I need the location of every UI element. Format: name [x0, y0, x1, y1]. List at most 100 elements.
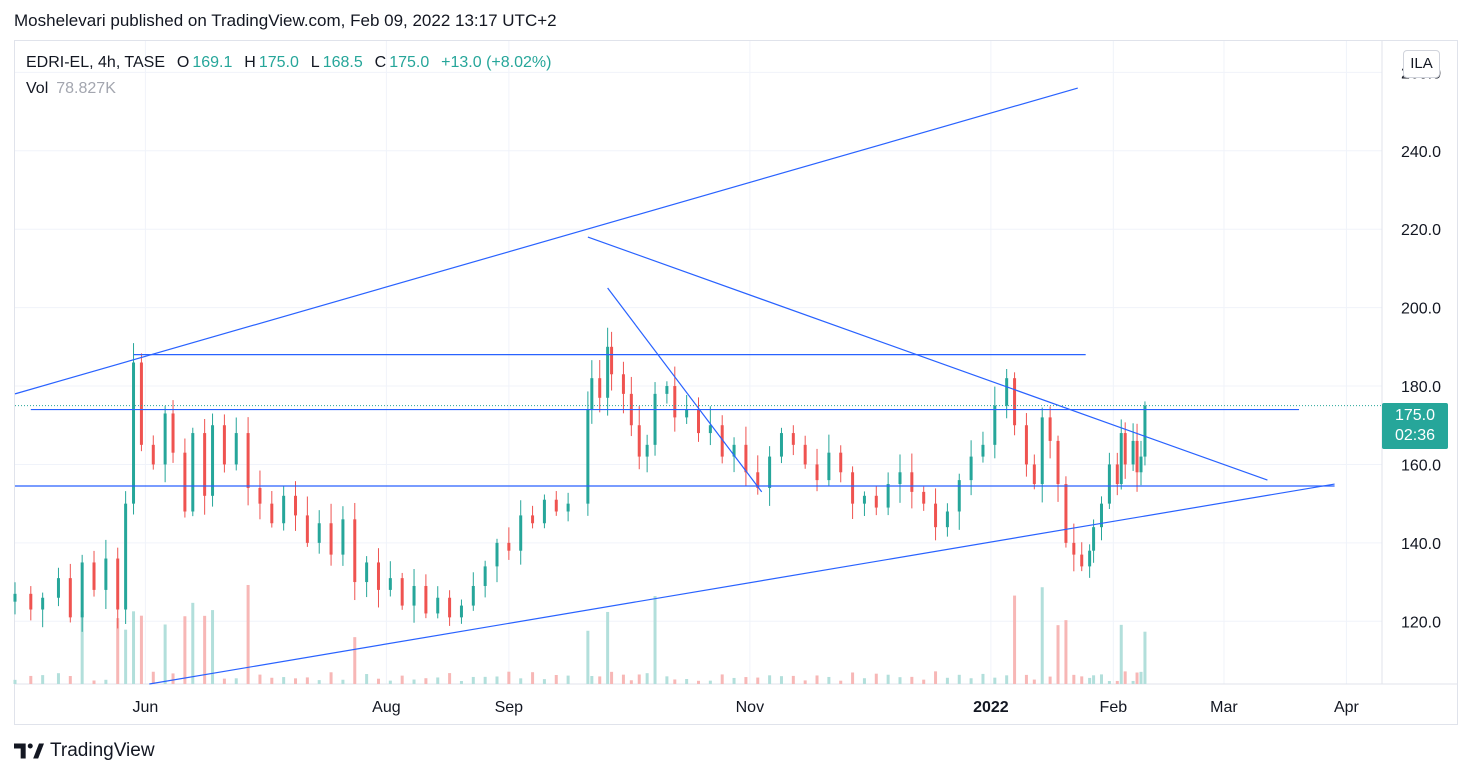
candle-body	[341, 519, 345, 555]
volume-bar	[495, 676, 499, 684]
tradingview-logo-icon	[14, 743, 44, 759]
candle-body	[969, 456, 973, 481]
footer-brand[interactable]: TradingView	[14, 738, 155, 764]
volume-bar	[1032, 679, 1036, 684]
legend-low-label: L	[310, 54, 320, 71]
volume-bar	[874, 673, 878, 684]
volume-bar	[531, 672, 535, 684]
candle-body	[732, 444, 736, 457]
x-tick-label: Apr	[1334, 699, 1360, 716]
candle-body	[436, 597, 440, 614]
candle-body	[376, 562, 380, 590]
candle-body	[56, 578, 60, 598]
candle-body	[388, 578, 392, 590]
chart-frame[interactable]	[14, 40, 1458, 725]
candle-body	[1056, 440, 1060, 485]
volume-bar	[246, 584, 250, 684]
volume-bar	[329, 672, 333, 684]
candle-body	[993, 405, 997, 445]
candle-body	[1123, 433, 1127, 465]
volume-legend: Vol 78.827K	[26, 80, 116, 98]
volume-bar	[1088, 677, 1092, 684]
candle-body	[459, 605, 463, 618]
volume-bar	[756, 677, 760, 684]
candle-body	[827, 452, 831, 481]
ohlc-legend: EDRI-EL, 4h, TASE O 169.1 H 175.0 L 168.5 C…	[26, 54, 554, 72]
candle-body	[934, 503, 938, 528]
candle-body	[839, 452, 843, 473]
candle-body	[606, 346, 610, 398]
volume-label[interactable]: Vol	[26, 80, 49, 97]
volume-bar	[697, 680, 700, 684]
candle-body	[270, 503, 274, 524]
candle-body	[1088, 550, 1092, 567]
candle-body	[305, 515, 309, 543]
volume-bar	[791, 675, 795, 684]
y-tick-label: 160.0	[1401, 457, 1441, 474]
candle-body	[258, 487, 262, 504]
volume-bar	[957, 674, 961, 684]
candle-body	[1119, 433, 1123, 485]
x-tick-label: Jun	[132, 699, 158, 716]
legend-close-value: 175.0	[389, 54, 430, 71]
volume-bar	[203, 615, 207, 684]
volume-bar	[471, 676, 475, 684]
legend-symbol[interactable]: EDRI-EL, 4h, TASE	[26, 54, 166, 71]
volume-bar	[803, 680, 807, 684]
volume-bar	[910, 676, 914, 684]
legend-high-value: 175.0	[258, 54, 299, 71]
candle-body	[124, 503, 128, 610]
currency-button[interactable]: ILA	[1403, 50, 1440, 78]
candle-body	[1135, 440, 1139, 473]
candle-body	[519, 515, 523, 551]
candle-body	[412, 585, 416, 606]
volume-bar	[554, 674, 558, 684]
candle-body	[1005, 378, 1009, 406]
y-tick-label: 200.0	[1401, 301, 1441, 318]
candle-body	[329, 523, 333, 555]
candle-body	[531, 515, 535, 524]
legend-low-value: 168.5	[322, 54, 363, 71]
volume-bar	[653, 596, 657, 684]
x-tick-label: Aug	[372, 699, 400, 716]
candle-body	[621, 374, 625, 394]
candle-body	[222, 425, 226, 465]
x-tick-label: Mar	[1210, 699, 1238, 716]
volume-bar	[1040, 587, 1044, 684]
trend-line	[14, 87, 1078, 395]
y-tick-label: 140.0	[1401, 536, 1441, 553]
volume-bar	[645, 673, 649, 684]
trend-line	[587, 236, 1268, 481]
volume-bar	[665, 676, 669, 684]
candle-body	[645, 444, 649, 457]
volume-bar	[191, 602, 195, 684]
candle-body	[1139, 456, 1143, 473]
candle-body	[29, 593, 33, 610]
volume-bar	[637, 674, 641, 684]
volume-bar	[590, 676, 594, 684]
candle-body	[653, 393, 657, 445]
volume-bar	[1139, 671, 1143, 684]
volume-bar	[80, 611, 84, 684]
x-tick-label: Sep	[495, 699, 524, 716]
candle-body	[1032, 464, 1036, 485]
publish-info: Moshelevari published on TradingView.com…	[14, 11, 557, 30]
volume-bar	[258, 674, 262, 684]
x-tick-label: Nov	[736, 699, 764, 716]
volume-bar	[1080, 676, 1084, 684]
candle-body	[779, 433, 783, 457]
volume-bar	[629, 680, 633, 684]
candle-body	[1099, 503, 1103, 528]
candle-body	[471, 585, 475, 606]
candle-body	[590, 378, 594, 410]
candle-body	[282, 495, 286, 524]
volume-bar	[353, 637, 357, 684]
candle-body	[886, 484, 890, 508]
candle-body	[803, 444, 807, 465]
volume-bar	[341, 679, 345, 684]
candle-body	[1092, 527, 1096, 551]
volume-bar	[116, 618, 120, 684]
candle-body	[685, 409, 689, 418]
volume-bar	[1013, 595, 1017, 684]
